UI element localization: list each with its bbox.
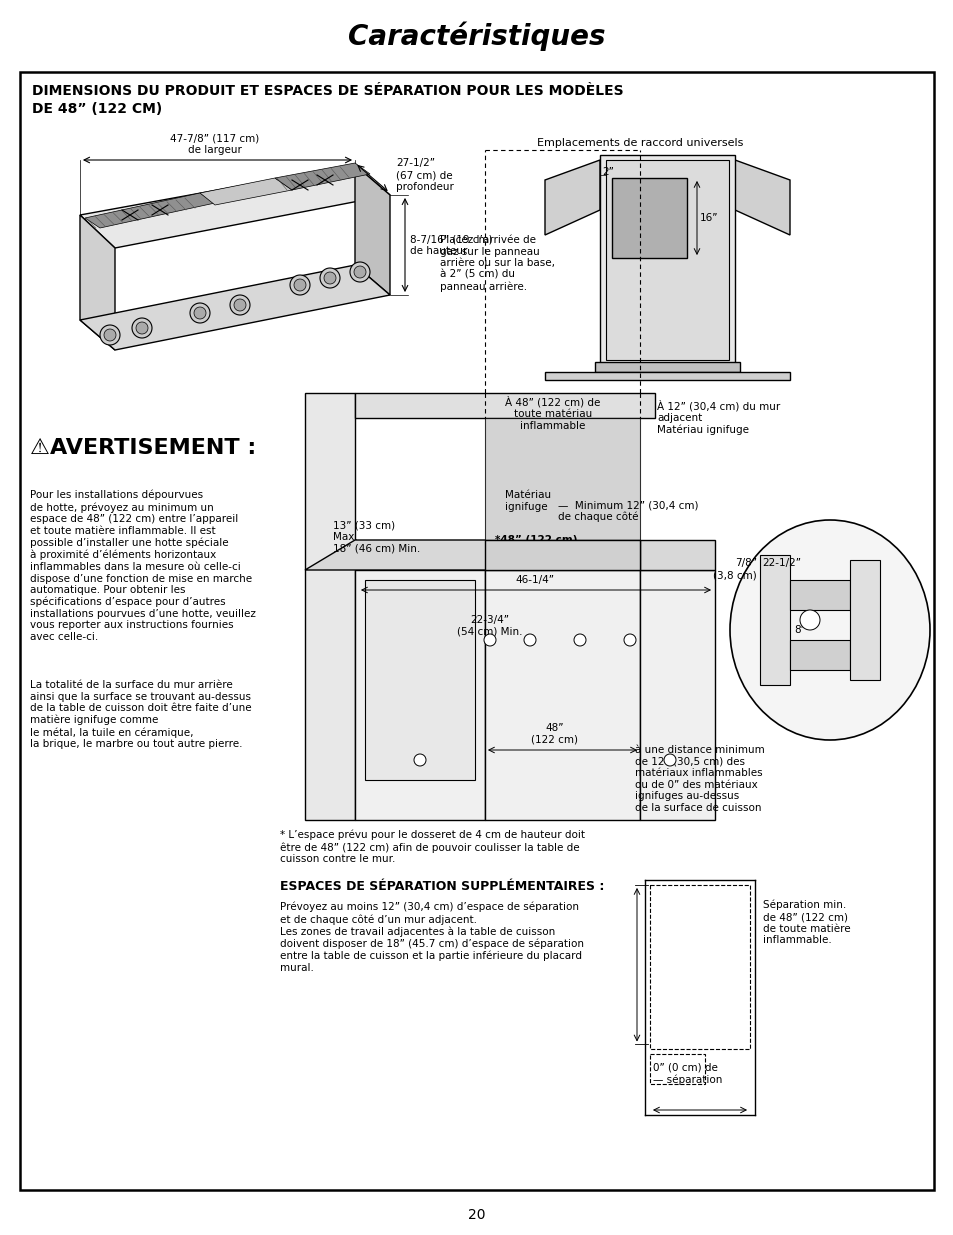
- Bar: [789, 580, 849, 610]
- Text: Pour les installations dépourvues
de hotte, prévoyez au minimum un
espace de 48”: Pour les installations dépourvues de hot…: [30, 490, 255, 642]
- Text: À 12” (30,4 cm) du mur
adjacent
Matériau ignifuge: À 12” (30,4 cm) du mur adjacent Matériau…: [657, 400, 780, 435]
- Circle shape: [350, 262, 370, 282]
- Text: Placez l’arrivée de
gaz sur le panneau
arrière ou sur la base,
à 2” (5 cm) du
pa: Placez l’arrivée de gaz sur le panneau a…: [439, 235, 555, 291]
- Bar: [649, 1055, 704, 1084]
- Polygon shape: [274, 163, 370, 190]
- Circle shape: [623, 634, 636, 646]
- Polygon shape: [80, 165, 390, 248]
- Text: 7/8”: 7/8”: [734, 558, 757, 568]
- Text: 46-1/4”: 46-1/4”: [515, 576, 554, 585]
- Text: 22-3/4”
(54 cm) Min.: 22-3/4” (54 cm) Min.: [456, 615, 522, 636]
- Bar: [365, 580, 475, 781]
- Bar: [639, 571, 714, 820]
- Text: 48”
(122 cm): 48” (122 cm): [531, 724, 578, 745]
- Text: 47-7/8” (117 cm)
de largeur: 47-7/8” (117 cm) de largeur: [171, 133, 259, 156]
- Bar: [355, 393, 655, 417]
- Circle shape: [136, 322, 148, 333]
- Circle shape: [483, 634, 496, 646]
- Text: —  Minimum 12” (30,4 cm)
de chaque côté: — Minimum 12” (30,4 cm) de chaque côté: [558, 500, 698, 522]
- Circle shape: [354, 266, 366, 278]
- Text: Caractéristiques: Caractéristiques: [348, 21, 605, 51]
- Circle shape: [523, 634, 536, 646]
- Polygon shape: [484, 540, 639, 571]
- Text: * L’espace prévu pour le dosseret de 4 cm de hauteur doit
être de 48” (122 cm) a: * L’espace prévu pour le dosseret de 4 c…: [280, 830, 584, 864]
- Bar: [605, 161, 728, 359]
- Bar: [595, 362, 740, 372]
- Circle shape: [324, 272, 335, 284]
- Polygon shape: [639, 540, 714, 571]
- Ellipse shape: [729, 520, 929, 740]
- Text: Emplacements de raccord universels: Emplacements de raccord universels: [537, 138, 742, 148]
- Text: Prévoyez au moins 12” (30,4 cm) d’espace de séparation
et de chaque côté d’un mu: Prévoyez au moins 12” (30,4 cm) d’espace…: [280, 902, 583, 973]
- Bar: [484, 571, 639, 820]
- Circle shape: [233, 299, 246, 311]
- Text: 22-1/2”: 22-1/2”: [761, 558, 801, 568]
- Circle shape: [100, 325, 120, 345]
- Text: À 48” (122 cm) de
toute matériau
inflammable: À 48” (122 cm) de toute matériau inflamm…: [505, 396, 600, 431]
- Bar: [849, 559, 879, 680]
- Bar: [760, 555, 789, 685]
- Text: 20: 20: [468, 1208, 485, 1221]
- Text: 2”: 2”: [601, 167, 613, 177]
- Polygon shape: [200, 178, 292, 205]
- Text: 17”: 17”: [639, 227, 657, 237]
- Bar: [599, 156, 734, 366]
- Polygon shape: [80, 215, 115, 350]
- Circle shape: [190, 303, 210, 324]
- Text: 0” (0 cm) de
— séparation: 0” (0 cm) de — séparation: [652, 1062, 721, 1084]
- Polygon shape: [80, 266, 390, 350]
- Text: 16”: 16”: [700, 212, 718, 224]
- Circle shape: [193, 308, 206, 319]
- Circle shape: [574, 634, 585, 646]
- Bar: [649, 885, 749, 1050]
- Circle shape: [132, 317, 152, 338]
- Text: Matériau
ignifuge: Matériau ignifuge: [504, 490, 551, 511]
- Bar: [484, 417, 639, 540]
- Circle shape: [319, 268, 339, 288]
- Polygon shape: [305, 540, 639, 571]
- Polygon shape: [85, 193, 214, 228]
- Polygon shape: [305, 393, 355, 820]
- Bar: [544, 372, 789, 380]
- Text: 13” (33 cm)
Max.
18” (46 cm) Min.: 13” (33 cm) Max. 18” (46 cm) Min.: [333, 520, 420, 553]
- Bar: [612, 178, 686, 258]
- Text: ⚠AVERTISEMENT :: ⚠AVERTISEMENT :: [30, 438, 256, 458]
- Bar: [355, 571, 484, 820]
- Circle shape: [800, 610, 820, 630]
- Text: 8”: 8”: [793, 625, 805, 635]
- Polygon shape: [355, 165, 390, 295]
- Circle shape: [663, 755, 676, 766]
- Text: (3,8 cm): (3,8 cm): [713, 571, 757, 580]
- Text: 8-7/16” (19 cm)
de hauteur: 8-7/16” (19 cm) de hauteur: [410, 235, 492, 256]
- Circle shape: [230, 295, 250, 315]
- Circle shape: [294, 279, 306, 291]
- Circle shape: [414, 755, 426, 766]
- Text: La totalité de la surface du mur arrière
ainsi que la surface se trouvant au-des: La totalité de la surface du mur arrière…: [30, 680, 252, 750]
- Text: *48” (122 cm): *48” (122 cm): [495, 535, 577, 545]
- Polygon shape: [544, 161, 599, 235]
- Text: Séparation min.
de 48” (122 cm)
de toute matière
inflammable.: Séparation min. de 48” (122 cm) de toute…: [762, 900, 850, 945]
- Text: à une distance minimum
de 12” (30,5 cm) des
matériaux inflammables
ou de 0” des : à une distance minimum de 12” (30,5 cm) …: [635, 745, 764, 813]
- Circle shape: [104, 329, 116, 341]
- Circle shape: [290, 275, 310, 295]
- Text: ESPACES DE SÉPARATION SUPPLÉMENTAIRES :: ESPACES DE SÉPARATION SUPPLÉMENTAIRES :: [280, 881, 604, 893]
- Text: DE 48” (122 CM): DE 48” (122 CM): [32, 103, 162, 116]
- Polygon shape: [734, 161, 789, 235]
- Text: DIMENSIONS DU PRODUIT ET ESPACES DE SÉPARATION POUR LES MODÈLES: DIMENSIONS DU PRODUIT ET ESPACES DE SÉPA…: [32, 84, 623, 98]
- Text: 27-1/2”
(67 cm) de
profondeur: 27-1/2” (67 cm) de profondeur: [395, 158, 454, 191]
- Bar: [789, 640, 849, 671]
